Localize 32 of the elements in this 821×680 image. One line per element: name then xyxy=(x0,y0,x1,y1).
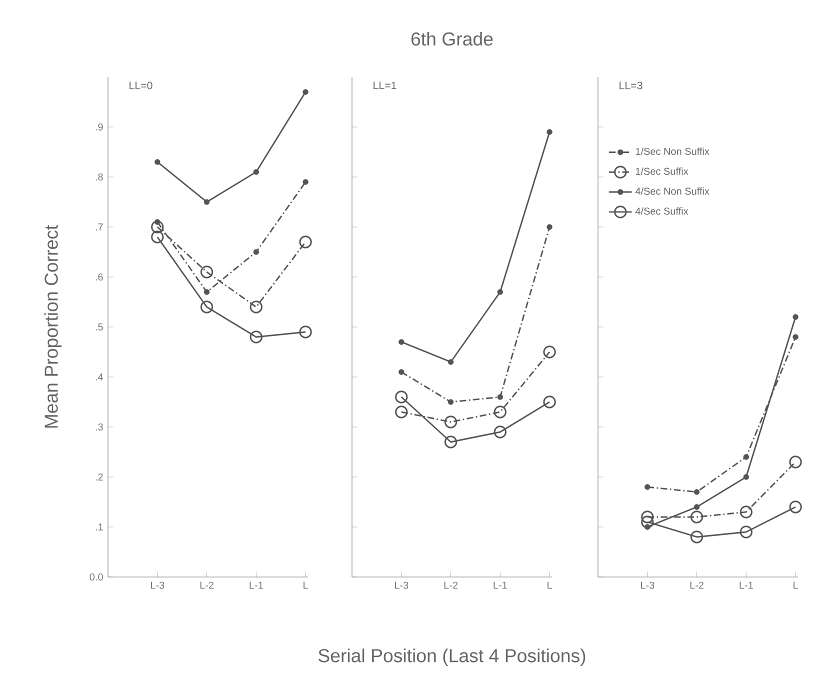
x-tick-label: L xyxy=(304,582,308,589)
legend-label: 4/Sec Non Suffix xyxy=(635,187,710,195)
y-axis-title: Mean Proportion Correct xyxy=(44,224,62,428)
y-tick-label: .5 xyxy=(96,323,103,330)
x-axis-title: Serial Position (Last 4 Positions) xyxy=(318,648,586,666)
y-tick-label: .6 xyxy=(96,273,103,281)
x-tick-label: L-1 xyxy=(740,582,753,589)
x-tick-label: L xyxy=(548,582,552,589)
legend-label: 1/Sec Suffix xyxy=(636,168,688,175)
y-tick-label: .1 xyxy=(96,524,103,530)
legend-label: 4/Sec Suffix xyxy=(635,207,688,215)
annotation: LL=0 xyxy=(130,82,152,90)
y-tick-label: .8 xyxy=(96,173,103,181)
annotation: LL=3 xyxy=(620,82,642,90)
y-tick-label: .7 xyxy=(96,224,103,230)
y-tick-label: .9 xyxy=(96,123,103,131)
x-tick-label: L xyxy=(794,582,798,589)
x-tick-label: L-3 xyxy=(150,582,164,589)
x-tick-label: L-2 xyxy=(690,582,704,589)
x-tick-label: L-2 xyxy=(200,582,214,589)
x-tick-label: L-3 xyxy=(640,582,654,589)
y-tick-label: .4 xyxy=(96,374,104,380)
y-tick-label: .3 xyxy=(96,423,103,431)
chart-title: 6th Grade xyxy=(411,32,493,46)
annotation: LL=1 xyxy=(374,82,396,90)
x-tick-label: L-2 xyxy=(444,582,458,589)
y-tick-label: .2 xyxy=(96,473,103,480)
x-tick-label: L-1 xyxy=(494,582,507,589)
x-tick-label: L-3 xyxy=(394,582,408,589)
x-tick-label: L-1 xyxy=(250,582,263,589)
y-tick-label: 0.0 xyxy=(90,573,103,581)
legend-label: 1/Sec Non Suffix xyxy=(636,148,710,155)
